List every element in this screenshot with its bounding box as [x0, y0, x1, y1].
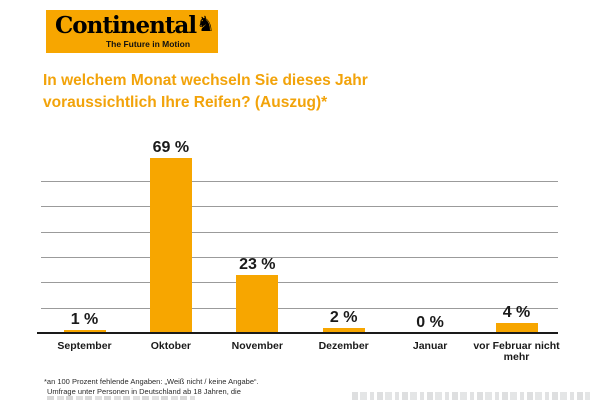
category-label: Dezember	[318, 340, 369, 352]
bar-vor-februar-nicht-mehr	[495, 323, 538, 333]
logo-wordmark-row: Continental♞	[55, 12, 215, 39]
category-label: vor Februar nicht mehr	[473, 340, 560, 363]
rearing-horse-icon: ♞	[196, 13, 215, 36]
gridline-30	[41, 256, 558, 258]
gridline-40	[41, 231, 558, 233]
chart-title-line1: In welchem Monat wechseln Sie dieses Jah…	[43, 72, 368, 89]
footnote-line2: Umfrage unter Personen in Deutschland ab…	[47, 386, 241, 396]
footnote: *an 100 Prozent fehlende Angaben: „Weiß …	[44, 377, 259, 396]
category-label: Oktober	[150, 340, 192, 352]
bar-oktober	[149, 158, 192, 333]
chart-title: In welchem Monat wechseln Sie dieses Jah…	[43, 70, 368, 114]
bar-value-label: 23 %	[239, 256, 276, 273]
bar-value-label: 4 %	[502, 304, 531, 321]
cutoff-text-sliver-right	[352, 392, 590, 400]
footnote-line1: *an 100 Prozent fehlende Angaben: „Weiß …	[44, 377, 259, 386]
bar-november	[236, 275, 279, 333]
category-label: September	[57, 340, 112, 352]
bar-value-label: 69 %	[152, 139, 190, 156]
category-label: Januar	[412, 340, 448, 352]
bar-september	[63, 330, 106, 333]
bar-dezember	[322, 328, 365, 333]
continental-logo: Continental♞ The Future in Motion	[46, 10, 218, 53]
bar-value-label: 2 %	[329, 309, 358, 326]
continental-wordmark: Continental	[55, 12, 197, 39]
gridline-10	[41, 307, 558, 309]
chart-title-line2: voraussichtlich Ihre Reifen? (Auszug)*	[43, 94, 328, 111]
x-axis-line	[37, 332, 558, 334]
logo-tagline: The Future in Motion	[105, 39, 191, 49]
gridline-60	[41, 180, 558, 182]
cutoff-text-sliver-left	[47, 396, 195, 400]
gridline-20	[41, 282, 558, 284]
category-label: November	[231, 340, 283, 352]
bar-value-label: 0 %	[416, 314, 444, 331]
gridline-50	[41, 206, 558, 208]
bar-value-label: 1 %	[70, 311, 99, 328]
